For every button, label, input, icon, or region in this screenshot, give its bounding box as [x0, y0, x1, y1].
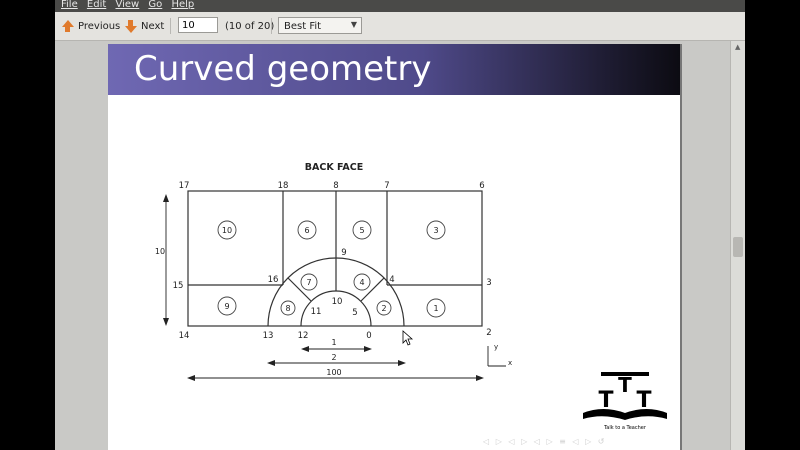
- x-axis-label: x: [508, 359, 512, 367]
- zoom-value: Best Fit: [284, 21, 322, 32]
- previous-label: Previous: [78, 20, 121, 32]
- point-label: 15: [173, 281, 184, 291]
- previous-button[interactable]: Previous: [61, 18, 120, 34]
- menu-edit[interactable]: Edit: [86, 0, 107, 10]
- logo-caption: Talk to a Teacher: [603, 425, 647, 431]
- logo-letter: T: [598, 388, 613, 413]
- point-label: 0: [366, 331, 371, 341]
- menu-file[interactable]: File: [61, 0, 78, 10]
- region-marker: [297, 220, 317, 240]
- mesh-edge: [360, 277, 385, 302]
- region-marker: [353, 273, 371, 291]
- scroll-up-icon[interactable]: ▲: [735, 43, 741, 51]
- document-canvas: Curved geometry BACK FACE: [55, 41, 745, 450]
- outer-boundary: [187, 190, 483, 327]
- height-label: 10: [155, 247, 165, 256]
- region-marker: [426, 298, 446, 318]
- down-arrow-icon: [124, 19, 137, 33]
- menu-go[interactable]: Go: [148, 0, 163, 10]
- region-marker: [280, 300, 296, 316]
- pdf-viewer-window: File Edit View Go Help Previous Next (10…: [55, 0, 745, 450]
- toolbar: Previous Next (10 of 20) Best Fit ▼: [55, 12, 745, 41]
- region-label: 1: [433, 304, 438, 313]
- region-label: 10: [222, 226, 232, 235]
- region-marker: [217, 220, 237, 240]
- point-label: 18: [278, 181, 289, 191]
- toolbar-separator: [271, 18, 272, 34]
- dimension-labels: 10 1 2 100: [155, 247, 342, 377]
- axis-triad: [487, 346, 506, 367]
- region-markers: [217, 220, 446, 318]
- point-label: 9: [341, 248, 346, 258]
- point-label: 14: [179, 331, 190, 341]
- slide-header: Curved geometry: [108, 44, 680, 95]
- next-label: Next: [141, 20, 165, 32]
- figure-title: BACK FACE: [305, 162, 363, 173]
- slide-title: Curved geometry: [134, 49, 432, 89]
- mesh-edge: [287, 277, 312, 302]
- point-label: 8: [333, 181, 338, 191]
- region-label: 6: [304, 226, 309, 235]
- point-label: 2: [486, 328, 491, 338]
- slide-page: Curved geometry BACK FACE: [108, 44, 682, 450]
- dim-label-2: 2: [331, 353, 336, 362]
- logo-letter: T: [636, 388, 651, 413]
- region-label: 4: [359, 278, 364, 287]
- region-marker: [376, 300, 392, 316]
- menubar: File Edit View Go Help: [55, 0, 745, 12]
- point-label: 3: [486, 278, 491, 288]
- chevron-down-icon: ▼: [350, 20, 357, 29]
- region-marker: [352, 220, 372, 240]
- dim-label-3: 100: [326, 368, 341, 377]
- region-marker: [426, 220, 446, 240]
- beamer-navigation[interactable]: ◁ ▷ ◁ ▷ ◁ ▷ ≡ ◁ ▷ ↺: [483, 437, 607, 446]
- point-label: 5: [352, 308, 357, 318]
- mesh-lines: [187, 190, 483, 327]
- toolbar-separator: [170, 18, 171, 34]
- vertical-scrollbar[interactable]: ▲: [730, 41, 745, 450]
- region-label: 9: [224, 302, 229, 311]
- dim-label-1: 1: [331, 338, 336, 347]
- geometry-diagram: BACK FACE 17 18 8: [155, 162, 512, 381]
- point-label: 7: [384, 181, 389, 191]
- point-labels: 17 18 8 7 6 9 16 4 15 3 10 11 5 14 13 12: [173, 181, 492, 341]
- menu-view[interactable]: View: [115, 0, 140, 10]
- point-label: 17: [179, 181, 190, 191]
- zoom-select[interactable]: Best Fit ▼: [278, 17, 362, 34]
- mouse-cursor-icon: [402, 330, 414, 346]
- region-label: 5: [359, 226, 364, 235]
- point-label: 12: [298, 331, 309, 341]
- page-number-input[interactable]: [178, 17, 218, 33]
- talk-to-a-teacher-logo: T T T Talk to a Teacher: [583, 372, 667, 431]
- point-label: 16: [268, 275, 279, 285]
- point-label: 11: [311, 307, 322, 317]
- point-label: 6: [479, 181, 484, 191]
- point-label: 10: [332, 297, 343, 307]
- region-label: 2: [381, 304, 386, 313]
- point-label: 4: [389, 275, 394, 285]
- y-axis-label: y: [494, 343, 498, 351]
- next-button[interactable]: Next: [124, 18, 164, 34]
- page-count: (10 of 20): [225, 21, 275, 32]
- dimension-lines: [163, 194, 484, 381]
- scroll-thumb[interactable]: [733, 237, 743, 257]
- menu-help[interactable]: Help: [171, 0, 195, 10]
- region-marker: [300, 273, 318, 291]
- inner-arc: [300, 290, 372, 327]
- region-label: 7: [306, 278, 311, 287]
- region-label: 8: [285, 304, 290, 313]
- region-labels: 10 6 5 3 7 4 9 8 2 1: [222, 226, 439, 313]
- region-label: 3: [433, 226, 438, 235]
- point-label: 13: [263, 331, 274, 341]
- region-marker: [217, 296, 237, 316]
- logo-letter: T: [618, 373, 632, 397]
- up-arrow-icon: [61, 19, 74, 33]
